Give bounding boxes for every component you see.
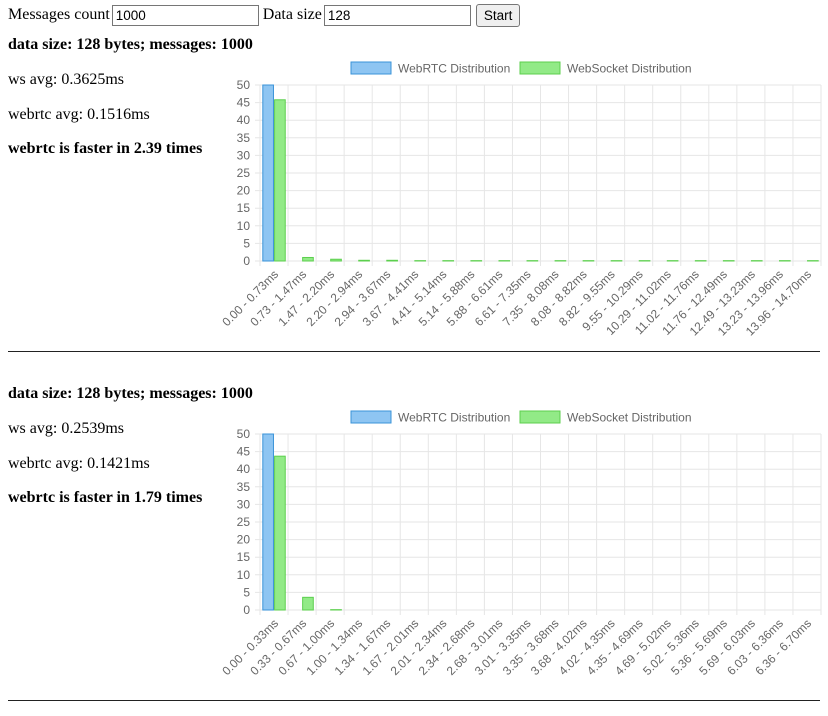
data-size-label: Data size bbox=[262, 6, 322, 23]
y-tick-label: 0 bbox=[243, 603, 250, 617]
bar-websocket bbox=[274, 455, 286, 611]
messages-count-label: Messages count bbox=[8, 6, 110, 23]
bar-webrtc bbox=[262, 433, 274, 611]
chart-svg: WebRTC Distribution WebSocket Distributio… bbox=[219, 410, 822, 678]
verdict-text: webrtc is faster in 2.39 times bbox=[8, 140, 203, 157]
result-heading: data size: 128 bytes; messages: 1000 bbox=[8, 36, 253, 53]
ws-avg-text: ws avg: 0.2539ms bbox=[8, 420, 124, 437]
messages-count-input[interactable] bbox=[111, 4, 259, 26]
y-tick-label: 45 bbox=[237, 445, 251, 459]
y-tick-label: 40 bbox=[237, 462, 251, 476]
y-tick-label: 35 bbox=[237, 480, 251, 494]
chart-legend: WebRTC Distribution WebSocket Distributio… bbox=[350, 61, 692, 76]
legend-swatch bbox=[350, 410, 392, 424]
section-divider bbox=[8, 351, 820, 352]
start-button[interactable]: Start bbox=[475, 3, 521, 27]
y-tick-label: 50 bbox=[237, 427, 251, 441]
bar-websocket bbox=[302, 596, 314, 611]
distribution-chart: WebRTC Distribution WebSocket Distributio… bbox=[219, 55, 828, 355]
bar-websocket bbox=[386, 259, 398, 262]
y-tick-label: 30 bbox=[237, 497, 251, 511]
y-tick-label: 20 bbox=[237, 184, 251, 198]
chart-svg: WebRTC Distribution WebSocket Distributio… bbox=[219, 61, 822, 338]
y-tick-label: 10 bbox=[237, 568, 251, 582]
y-tick-label: 10 bbox=[237, 219, 251, 233]
chart-legend: WebRTC Distribution WebSocket Distributio… bbox=[350, 410, 692, 425]
legend-swatch bbox=[519, 410, 561, 424]
ws-avg-text: ws avg: 0.3625ms bbox=[8, 71, 124, 88]
webrtc-avg-text: webrtc avg: 0.1516ms bbox=[8, 106, 150, 123]
y-tick-label: 0 bbox=[243, 254, 250, 268]
y-tick-label: 35 bbox=[237, 131, 251, 145]
y-tick-label: 45 bbox=[237, 96, 251, 110]
bar-websocket bbox=[358, 259, 370, 262]
legend-label: WebSocket Distribution bbox=[567, 62, 692, 76]
y-tick-label: 30 bbox=[237, 148, 251, 162]
legend-label: WebRTC Distribution bbox=[398, 62, 510, 76]
result-heading: data size: 128 bytes; messages: 1000 bbox=[8, 385, 253, 402]
bar-websocket bbox=[330, 258, 342, 262]
distribution-chart: WebRTC Distribution WebSocket Distributio… bbox=[219, 404, 828, 704]
section-divider bbox=[8, 700, 820, 701]
bar-webrtc bbox=[262, 84, 274, 262]
webrtc-avg-text: webrtc avg: 0.1421ms bbox=[8, 455, 150, 472]
legend-label: WebRTC Distribution bbox=[398, 411, 510, 425]
legend-swatch bbox=[350, 61, 392, 75]
y-tick-label: 5 bbox=[243, 236, 250, 250]
y-tick-label: 15 bbox=[237, 550, 251, 564]
bar-websocket bbox=[274, 99, 286, 262]
data-size-input[interactable] bbox=[323, 4, 471, 26]
controls-bar: Messages count Data size Start bbox=[8, 3, 521, 27]
legend-swatch bbox=[519, 61, 561, 75]
legend-label: WebSocket Distribution bbox=[567, 411, 692, 425]
y-tick-label: 40 bbox=[237, 113, 251, 127]
y-tick-label: 20 bbox=[237, 533, 251, 547]
y-tick-label: 25 bbox=[237, 166, 251, 180]
y-tick-label: 50 bbox=[237, 78, 251, 92]
y-tick-label: 15 bbox=[237, 201, 251, 215]
verdict-text: webrtc is faster in 1.79 times bbox=[8, 489, 203, 506]
bar-websocket bbox=[302, 256, 314, 262]
y-tick-label: 5 bbox=[243, 585, 250, 599]
y-tick-label: 25 bbox=[237, 515, 251, 529]
